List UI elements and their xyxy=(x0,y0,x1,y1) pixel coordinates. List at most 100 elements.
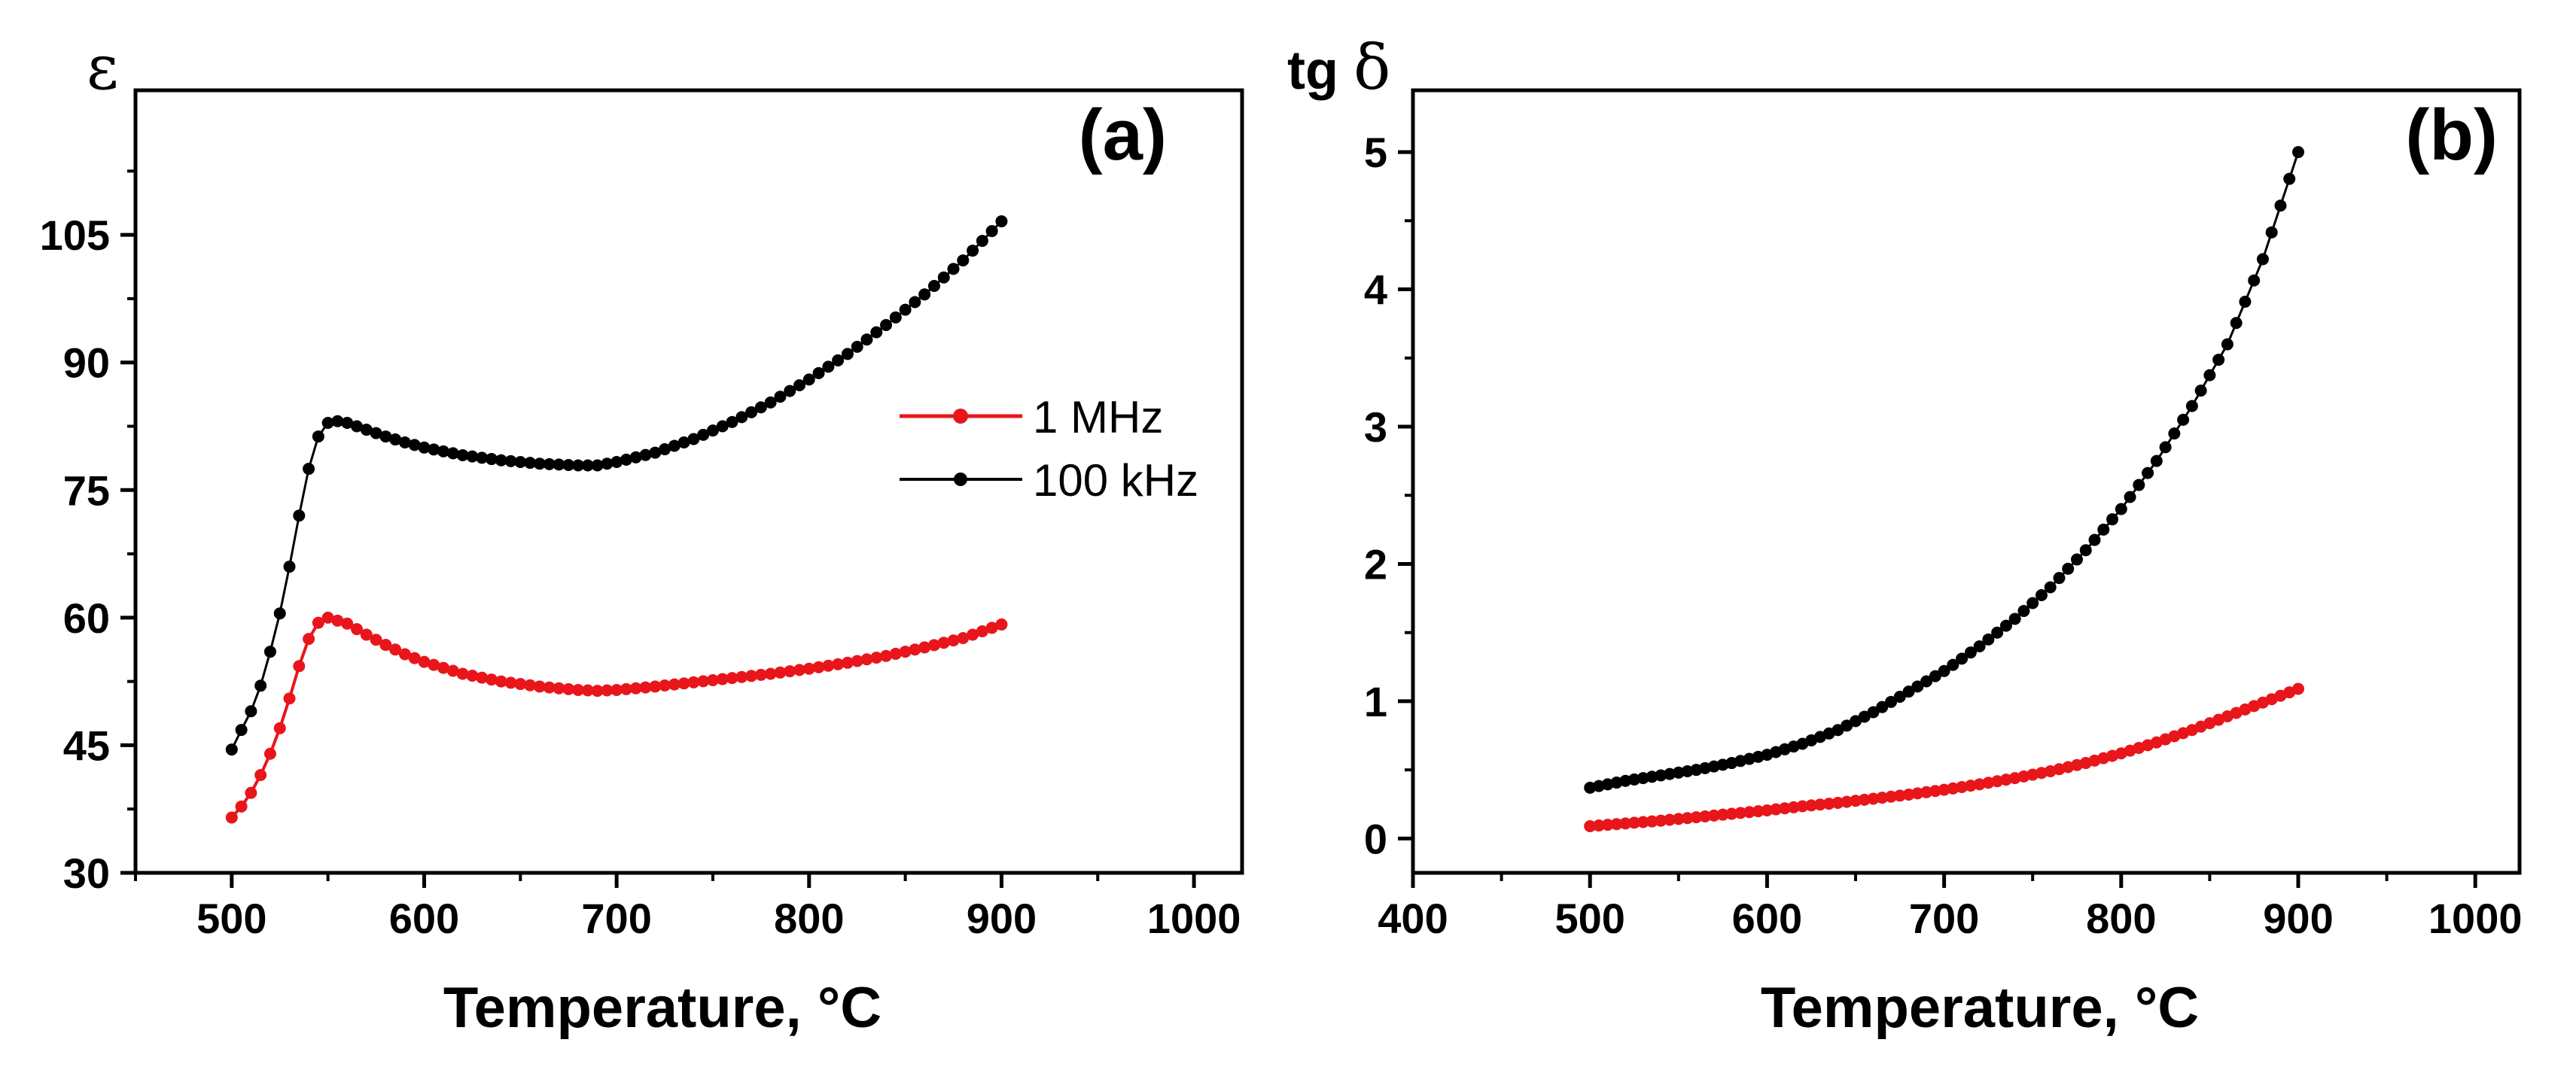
panel-a-data-point-100-khz xyxy=(629,451,642,464)
panel-b-data-point-100-khz xyxy=(1655,769,1667,782)
panel-b-data-point-1-mhz xyxy=(1920,786,1933,798)
panel-a-data-point-1-mhz xyxy=(495,675,507,688)
panel-b-data-point-1-mhz xyxy=(1664,813,1676,826)
panel-b-series-line-1-mhz xyxy=(1590,687,2299,828)
panel-b-data-point-1-mhz xyxy=(1982,777,1995,789)
panel-b-data-point-1-mhz xyxy=(1973,778,1986,791)
panel-a-data-point-1-mhz xyxy=(851,655,863,667)
panel-b-data-point-100-khz xyxy=(2133,479,2145,491)
panel-a-data-point-100-khz xyxy=(312,430,324,443)
panel-b-data-point-1-mhz xyxy=(1885,790,1898,803)
panel-b-data-point-1-mhz xyxy=(1725,807,1738,820)
panel-b-ticks: 400 500 600 700 800 900 1000 0 1 2 3 4 5 xyxy=(1364,129,2523,942)
panel-b-data-point-1-mhz xyxy=(1770,803,1783,816)
panel-b-data-point-100-khz xyxy=(2142,467,2154,479)
panel-a-data-point-1-mhz xyxy=(764,667,777,680)
panel-a-data-point-1-mhz xyxy=(889,647,902,660)
panel-a-data-point-100-khz xyxy=(283,561,296,573)
panel-b-series xyxy=(1584,146,2304,832)
panel-b-data-point-100-khz xyxy=(2274,199,2287,212)
panel-b-data-point-1-mhz xyxy=(1637,816,1649,828)
panel-b-data-point-1-mhz xyxy=(1796,800,1809,813)
panel-a-data-point-100-khz xyxy=(918,288,931,301)
panel-a-data-point-1-mhz xyxy=(263,747,276,760)
panel-a-data-point-1-mhz xyxy=(476,671,489,684)
panel-a-data-point-100-khz xyxy=(841,348,854,360)
panel-a-data-point-100-khz xyxy=(870,326,883,339)
panel-a-data-point-100-khz xyxy=(562,458,575,471)
panel-a-data-point-100-khz xyxy=(976,235,988,248)
panel-a-data-point-1-mhz xyxy=(870,652,883,664)
panel-a-data-point-100-khz xyxy=(967,245,979,257)
panel-a-data-point-100-khz xyxy=(668,439,681,452)
panel-b-x-tick-label: 600 xyxy=(1732,895,1802,942)
panel-b-data-point-1-mhz xyxy=(1893,789,1906,802)
panel-a-data-point-100-khz xyxy=(697,428,710,441)
panel-b-data-point-1-mhz xyxy=(1619,817,1632,830)
panel-a-data-point-100-khz xyxy=(745,406,758,418)
panel-a-y-tick-label: 105 xyxy=(40,211,110,259)
panel-b-data-point-100-khz xyxy=(1991,626,2004,639)
panel-a-data-point-100-khz xyxy=(543,457,556,470)
panel-a-data-point-1-mhz xyxy=(880,649,893,662)
panel-a-data-point-100-khz xyxy=(860,333,873,346)
panel-a-data-point-100-khz xyxy=(802,373,815,386)
legend-1mhz-label: 1 MHz xyxy=(1033,392,1163,442)
panel-b-data-point-1-mhz xyxy=(1991,775,2004,788)
panel-b-data-point-100-khz xyxy=(2044,581,2057,594)
panel-b-data-point-100-khz xyxy=(2115,503,2127,515)
panel-a-legend: 1 MHz 100 kHz xyxy=(900,392,1198,506)
panel-a-data-point-100-khz xyxy=(533,457,546,470)
panel-a-data-point-1-mhz xyxy=(273,722,286,734)
panel-a-data-point-100-khz xyxy=(581,459,594,472)
legend-100khz-label: 100 kHz xyxy=(1033,455,1198,506)
panel-b-data-point-100-khz xyxy=(1938,664,1950,677)
panel-a-data-point-100-khz xyxy=(601,457,614,470)
panel-a-data-point-100-khz xyxy=(428,443,440,456)
panel-a-data-point-100-khz xyxy=(418,441,431,454)
panel-b-data-point-1-mhz xyxy=(1743,806,1755,819)
panel-a-data-point-100-khz xyxy=(254,679,267,692)
panel-a-data-point-1-mhz xyxy=(937,637,950,649)
panel-b-x-tick-label: 700 xyxy=(1909,895,1979,942)
panel-a-data-point-100-khz xyxy=(899,303,912,316)
panel-a-data-point-1-mhz xyxy=(822,659,835,672)
panel-a-data-point-100-khz xyxy=(321,417,334,429)
panel-a-data-point-1-mhz xyxy=(485,673,498,686)
panel-a-data-point-1-mhz xyxy=(379,639,392,652)
panel-b-data-point-100-khz xyxy=(1867,706,1880,719)
panel-a-data-point-1-mhz xyxy=(668,678,681,691)
panel-a-data-point-100-khz xyxy=(437,445,450,457)
panel-b-y-tick-label: 0 xyxy=(1364,815,1387,862)
panel-a-data-point-1-mhz xyxy=(553,682,565,695)
panel-a-data-point-100-khz xyxy=(408,439,421,451)
panel-a-data-point-1-mhz xyxy=(832,658,845,670)
panel-a-data-point-1-mhz xyxy=(562,682,575,695)
panel-b-data-point-1-mhz xyxy=(1832,796,1844,809)
panel-a-data-point-1-mhz xyxy=(909,643,921,656)
panel-b-data-point-100-khz xyxy=(2106,513,2119,526)
panel-b-data-point-1-mhz xyxy=(1841,795,1853,808)
panel-a-series-line-1-mhz xyxy=(230,616,1003,819)
panel-a-data-point-100-khz xyxy=(957,254,970,267)
panel-a-data-point-1-mhz xyxy=(697,675,710,688)
panel-b-data-point-1-mhz xyxy=(1858,793,1871,806)
panel-a-data-point-1-mhz xyxy=(572,683,584,696)
panel-b-data-point-1-mhz xyxy=(1867,792,1880,805)
panel-a-data-point-1-mhz xyxy=(245,786,257,799)
panel-a-data-point-100-khz xyxy=(639,448,652,461)
panel-b-x-tick-label: 900 xyxy=(2263,895,2333,942)
panel-a-x-tick-label: 1000 xyxy=(1147,895,1241,942)
panel-a-data-point-100-khz xyxy=(677,436,690,448)
panel-b-x-axis-label: Temperature, °C xyxy=(1761,976,2199,1040)
panel-b-data-point-100-khz xyxy=(2079,544,2092,557)
panel-b-data-point-1-mhz xyxy=(1592,819,1605,832)
panel-b-data-point-1-mhz xyxy=(1964,780,1977,792)
panel-b-data-point-1-mhz xyxy=(1850,795,1862,807)
panel-b-data-point-1-mhz xyxy=(1876,792,1889,804)
panel-b-data-point-100-khz xyxy=(2124,491,2136,503)
panel-a-data-point-100-khz xyxy=(293,509,306,522)
panel-b-data-point-1-mhz xyxy=(1690,811,1703,824)
panel-a-data-point-100-khz xyxy=(389,433,402,446)
panel-b-data-point-1-mhz xyxy=(1699,810,1712,822)
